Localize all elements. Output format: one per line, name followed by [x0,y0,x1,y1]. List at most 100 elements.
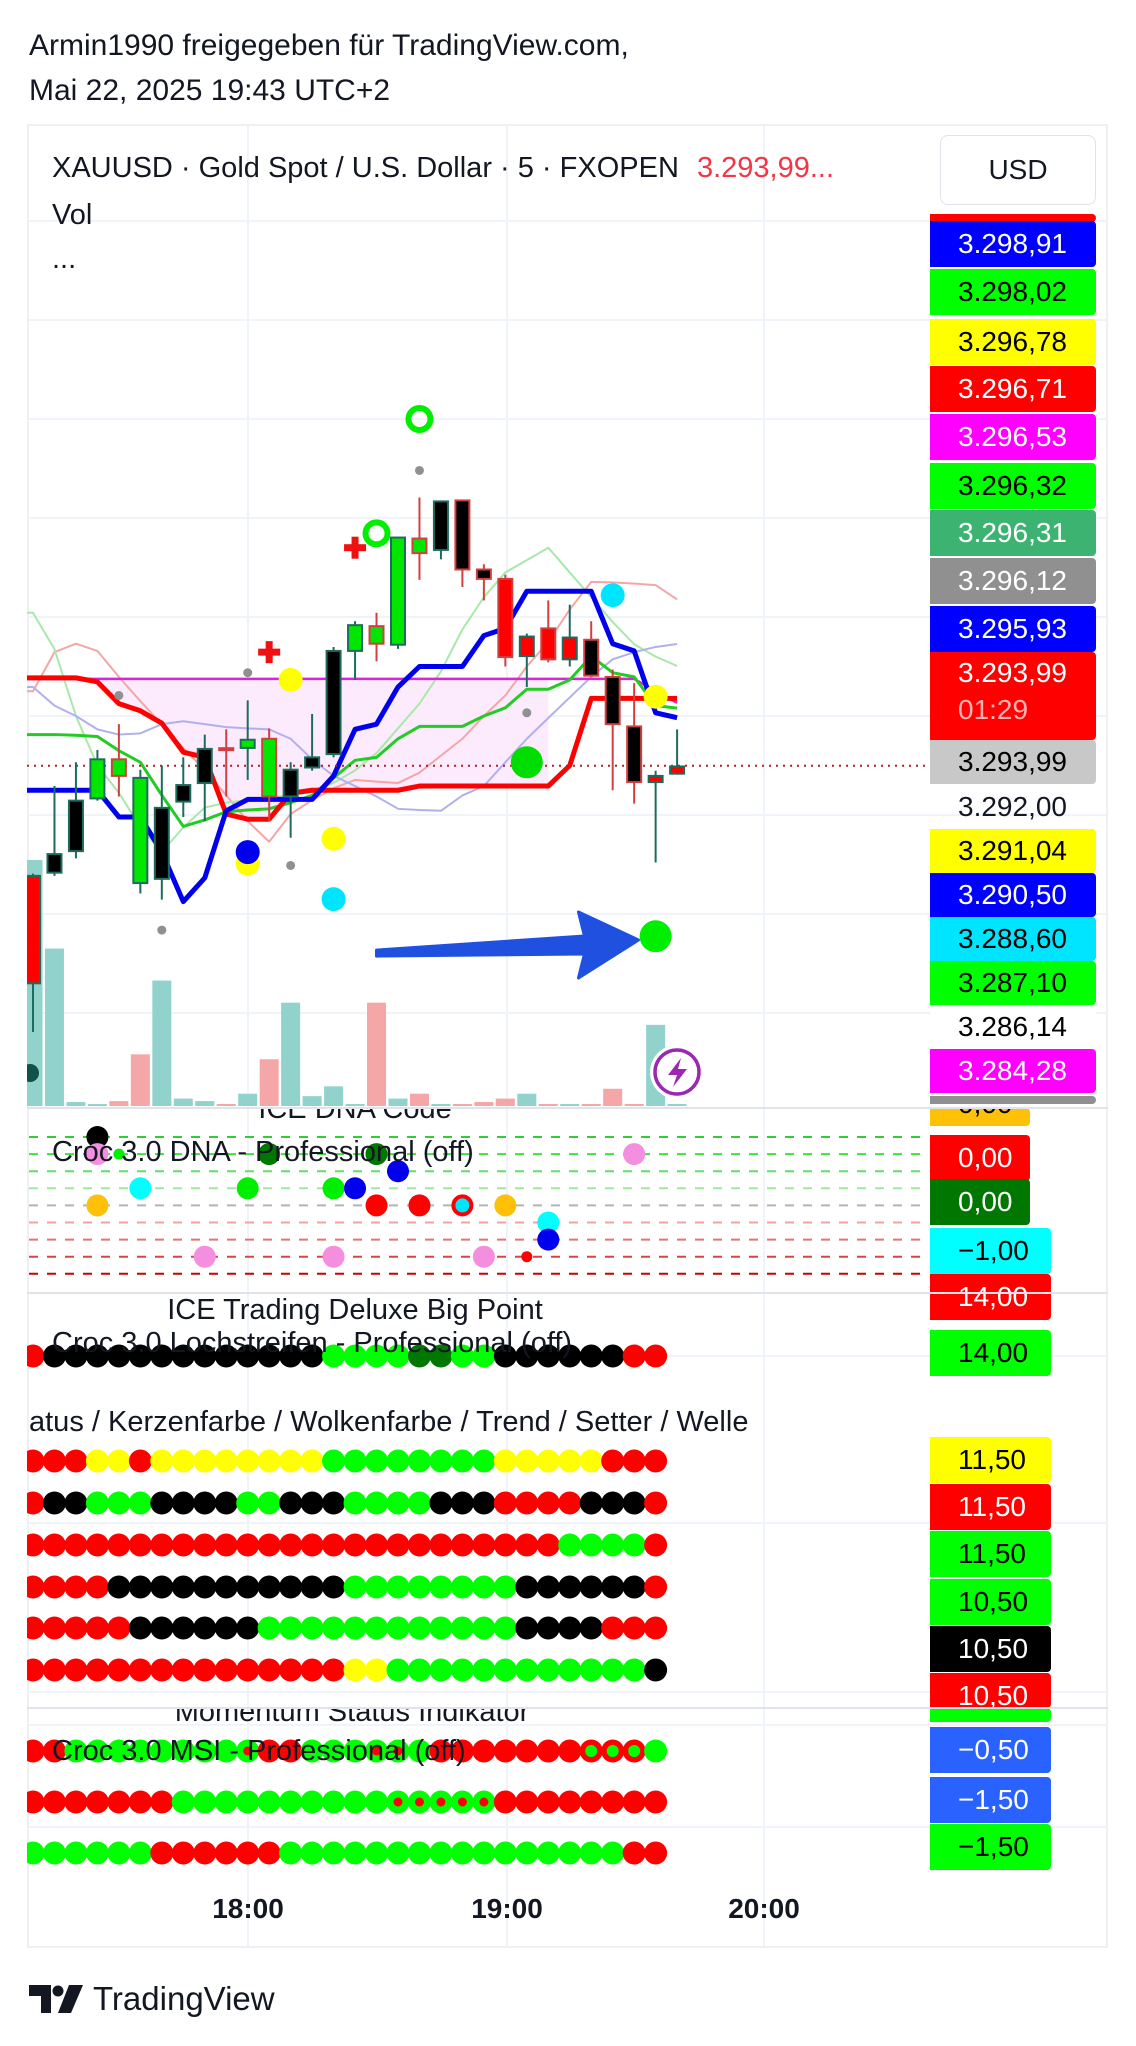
dna-dot [408,1194,431,1217]
price-label[interactable]: 3.286,14 [930,1005,1096,1049]
status-dot [558,1658,582,1682]
status-dot [27,1575,45,1599]
dot-signal-icon [157,925,167,935]
tradingview-logo[interactable]: TradingView [29,1980,275,2018]
status-dot [515,1449,539,1473]
status-row-3 [27,1575,668,1599]
price-label[interactable]: 3.296,31 [930,510,1096,556]
price-label[interactable]: 3.296,32 [930,463,1096,509]
status-dot [171,1739,195,1763]
status-dot [536,1344,560,1368]
dna-dot [129,1177,152,1200]
indicator-value-label[interactable]: 10,50 [930,1673,1051,1708]
price-label[interactable]: 3.296,78 [930,319,1096,365]
status-dot [601,1491,625,1515]
indicator-value-label[interactable]: −1,50 [930,1824,1051,1870]
status-dot [644,1616,668,1640]
status-dot [27,1790,45,1814]
price-label[interactable]: 3.293,99 01:29 [930,652,1096,740]
status-dot [407,1575,431,1599]
indicator-value-label[interactable]: −1,00 [930,1228,1051,1274]
status-dot [214,1449,238,1473]
price-label[interactable]: 3.288,60 [930,917,1096,961]
status-dot [601,1658,625,1682]
indicator-value-label[interactable]: 0,00 [930,1108,1030,1126]
indicator-value-label[interactable]: 0,00 [930,1179,1030,1225]
plus-signal-icon [351,536,359,559]
status-dot [27,1449,45,1473]
price-label[interactable]: 3.296,12 [930,558,1096,604]
currency-button[interactable]: USD [940,135,1096,205]
status-dot [107,1616,131,1640]
pane-divider[interactable] [27,1707,1108,1709]
price-label[interactable]: 3.295,93 [930,606,1096,652]
volume-series [27,860,687,1106]
symbol-legend[interactable]: XAUUSD · Gold Spot / U.S. Dollar · 5 · F… [52,151,834,185]
realtime-lightning-button[interactable] [650,1045,704,1099]
status-dot [150,1658,174,1682]
candle-body [497,577,514,659]
indicator-value-label[interactable]: 0,00 [930,1135,1030,1181]
volume-legend[interactable]: Vol [52,199,93,231]
price-label[interactable]: 3.290,50 [930,873,1096,917]
indicator-value-label[interactable]: 11,50 [930,1437,1051,1483]
price-label[interactable]: 3.296,53 [930,414,1096,460]
price-label[interactable]: 3.292,00 [930,785,1096,829]
status-dot [515,1790,539,1814]
indicator-value-label[interactable] [930,1708,1051,1722]
indicator-value-label[interactable]: 14,00 [930,1274,1051,1320]
status-dot [150,1344,174,1368]
status-dot-center [606,1745,619,1757]
indicator-value-label[interactable]: 11,50 [930,1531,1051,1577]
dna-series [29,1126,925,1275]
status-dot [279,1533,303,1557]
candle-body [282,768,299,798]
status-dot [128,1841,152,1865]
status-dot [42,1344,66,1368]
indicator-value-label[interactable]: 10,50 [930,1579,1051,1625]
price-label[interactable]: 3.284,28 [930,1049,1096,1093]
indicator-value-label-text: 14,00 [958,1337,1029,1368]
status-dot [622,1449,646,1473]
msi-pane: Momentum Status Indikator Croc 3.0 MSI -… [27,1708,925,1890]
status-dot [64,1344,88,1368]
time-tick: 20:00 [728,1893,800,1924]
msi-row-1 [27,1790,668,1814]
status-dot [558,1491,582,1515]
price-label[interactable]: 3.296,71 [930,366,1096,412]
dna-dot [236,1177,259,1200]
status-dot [64,1491,88,1515]
price-label[interactable]: 3.298,02 [930,269,1096,315]
pane-divider[interactable] [27,1107,1108,1109]
status-dot [515,1575,539,1599]
status-dot [429,1841,453,1865]
status-dot [622,1491,646,1515]
status-dot [386,1658,410,1682]
candle-body [196,747,213,785]
price-label[interactable]: 3.293,99 [930,740,1096,784]
price-label[interactable] [930,1096,1096,1104]
price-label[interactable]: 3.298,91 [930,221,1096,267]
indicator-value-label[interactable]: 10,50 [930,1626,1051,1672]
price-label[interactable]: 3.287,10 [930,961,1096,1005]
candle-body [561,636,578,661]
status-dot [257,1491,281,1515]
indicator-value-label[interactable]: 14,00 [930,1330,1051,1376]
status-dot [365,1658,389,1682]
price-label[interactable]: 3.291,04 [930,829,1096,873]
indicator-value-label[interactable]: 11,50 [930,1484,1051,1530]
indicator-value-label[interactable]: −1,50 [930,1777,1051,1823]
pane-divider[interactable] [27,1292,1108,1294]
more-indicators-button[interactable]: ... [52,243,77,275]
status-dot [343,1344,367,1368]
dna-dot [344,1177,367,1200]
volume-bar [87,1104,107,1106]
dna-dot [365,1143,388,1166]
candle [540,600,557,663]
status-dot [279,1491,303,1515]
status-dot [300,1491,324,1515]
price-label[interactable] [930,214,1096,222]
indicator-value-label[interactable]: −0,50 [930,1727,1051,1773]
status-dot [85,1841,109,1865]
